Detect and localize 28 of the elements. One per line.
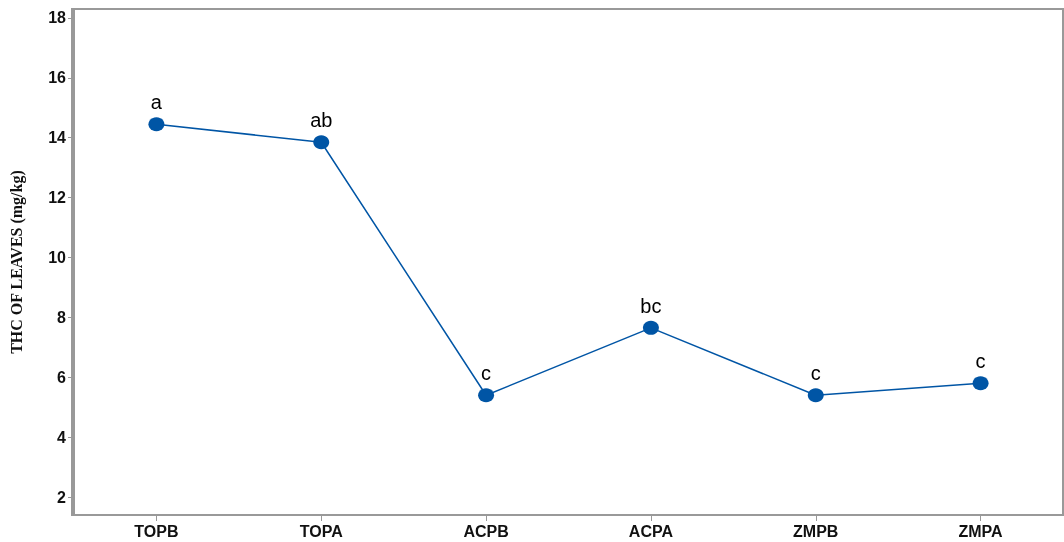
y-tick-label: 18 (48, 9, 67, 27)
x-tick-label: ACPA (628, 522, 674, 540)
point (313, 135, 330, 150)
x-tick-label: TOPA (299, 522, 344, 540)
annotation: a (150, 91, 163, 114)
x-tick-label: TOPB (134, 522, 179, 540)
point (807, 388, 824, 403)
point (972, 376, 989, 391)
x-tick-label: ZMPB (793, 522, 839, 540)
point (642, 320, 659, 335)
y-tick-label: 4 (57, 428, 67, 446)
x-tick-label: ZMPA (958, 522, 1004, 540)
y-tick-label: 12 (48, 189, 67, 207)
annotation: c (975, 350, 986, 373)
x-tick-label: ACPB (463, 522, 509, 540)
y-tick-label: 2 (57, 488, 67, 506)
point (148, 117, 165, 132)
point (478, 388, 495, 403)
y-tick-label: 16 (48, 69, 67, 87)
annotation: c (810, 362, 821, 385)
annotation: bc (640, 294, 662, 317)
y-axis-title: THC OF LEAVES (mg/kg) (7, 170, 26, 354)
annotation: ab (310, 109, 333, 132)
y-tick-label: 6 (57, 368, 67, 386)
y-tick-label: 14 (48, 129, 67, 147)
annotation: c (481, 362, 492, 385)
y-tick-label: 8 (57, 308, 67, 326)
y-tick-label: 10 (48, 249, 67, 267)
